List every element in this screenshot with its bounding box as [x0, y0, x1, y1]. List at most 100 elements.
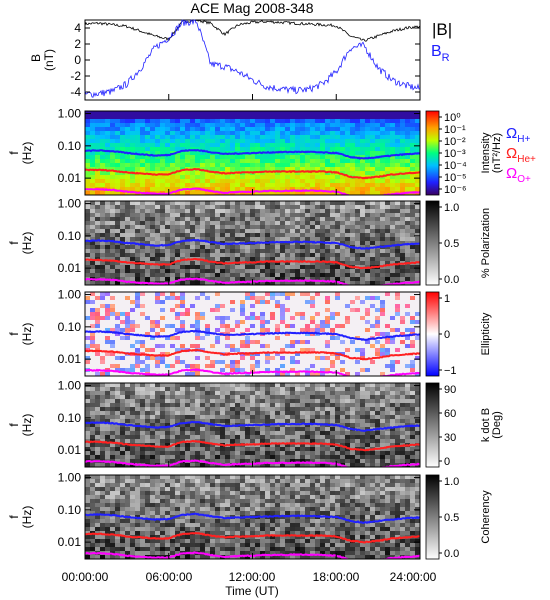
- spectrogram-cell: [170, 183, 175, 187]
- spectrogram-cell: [170, 435, 175, 439]
- spectrogram-cell: [185, 372, 190, 376]
- spectrogram-cell: [390, 163, 395, 167]
- spectrogram-cell: [280, 191, 285, 195]
- spectrogram-cell: [120, 451, 125, 455]
- spectrogram-cell: [295, 217, 300, 221]
- spectrogram-cell: [280, 312, 285, 316]
- spectrogram-cell: [160, 265, 165, 269]
- spectrogram-cell: [380, 439, 385, 443]
- spectrogram-cell: [170, 159, 175, 163]
- spectrogram-cell: [190, 447, 195, 451]
- spectrogram-cell: [240, 312, 245, 316]
- spectrogram-cell: [390, 459, 395, 463]
- spectrogram-cell: [235, 213, 240, 217]
- spectrogram-cell: [210, 143, 215, 147]
- spectrogram-cell: [215, 253, 220, 257]
- spectrogram-cell: [140, 292, 145, 296]
- spectrogram-cell: [250, 273, 255, 277]
- spectrogram-cell: [245, 447, 250, 451]
- spectrogram-cell: [190, 119, 195, 123]
- spectrogram-cell: [395, 399, 400, 403]
- spectrogram-cell: [195, 253, 200, 257]
- spectrogram-cell: [195, 205, 200, 209]
- spectrogram-cell: [280, 225, 285, 229]
- spectrogram-cell: [400, 187, 405, 191]
- spectrogram-cell: [220, 439, 225, 443]
- spectrogram-cell: [335, 273, 340, 277]
- spectrogram-cell: [320, 459, 325, 463]
- spectrogram-cell: [265, 253, 270, 257]
- spectrogram-cell: [270, 183, 275, 187]
- spectrogram-cell: [150, 187, 155, 191]
- spectrogram-cell: [110, 281, 115, 285]
- spectrogram-cell: [280, 269, 285, 273]
- spectrogram-cell: [335, 209, 340, 213]
- spectrogram-cell: [320, 237, 325, 241]
- spectrogram-cell: [290, 269, 295, 273]
- spectrogram-cell: [205, 328, 210, 332]
- spectrogram-cell: [155, 320, 160, 324]
- spectrogram-cell: [310, 443, 315, 447]
- spectrogram-cell: [330, 163, 335, 167]
- spectrogram-cell: [90, 123, 95, 127]
- spectrogram-cell: [155, 225, 160, 229]
- spectrogram-cell: [200, 391, 205, 395]
- spectrogram-cell: [105, 265, 110, 269]
- spectrogram-cell: [310, 399, 315, 403]
- spectrogram-cell: [405, 304, 410, 308]
- spectrogram-cell: [240, 304, 245, 308]
- spectrogram-cell: [145, 221, 150, 225]
- spectrogram-cell: [260, 447, 265, 451]
- spectrogram-cell: [155, 249, 160, 253]
- spectrogram-cell: [360, 459, 365, 463]
- spectrogram-cell: [355, 249, 360, 253]
- spectrogram-cell: [95, 344, 100, 348]
- spectrogram-cell: [225, 391, 230, 395]
- spectrogram-cell: [180, 237, 185, 241]
- spectrogram-cell: [215, 201, 220, 205]
- spectrogram-cell: [105, 233, 110, 237]
- spectrogram-cell: [275, 261, 280, 265]
- spectrogram-cell: [225, 209, 230, 213]
- spectrogram-cell: [215, 395, 220, 399]
- spectrogram-cell: [325, 233, 330, 237]
- spectrogram-cell: [380, 391, 385, 395]
- spectrogram-cell: [120, 253, 125, 257]
- spectrogram-cell: [385, 348, 390, 352]
- spectrogram-cell: [230, 217, 235, 221]
- spectrogram-cell: [250, 257, 255, 261]
- spectrogram-cell: [340, 407, 345, 411]
- spectrogram-cell: [250, 447, 255, 451]
- spectrogram-cell: [190, 139, 195, 143]
- spectrogram-cell: [305, 300, 310, 304]
- spectrogram-cell: [130, 135, 135, 139]
- spectrogram-cell: [335, 159, 340, 163]
- spectrogram-cell: [395, 277, 400, 281]
- spectrogram-cell: [395, 221, 400, 225]
- spectrogram-cell: [315, 111, 320, 115]
- spectrogram-cell: [120, 281, 125, 285]
- spectrogram-cell: [365, 281, 370, 285]
- spectrogram-cell: [360, 143, 365, 147]
- spectrogram-cell: [185, 245, 190, 249]
- spectrogram-cell: [270, 455, 275, 459]
- spectrogram-cell: [200, 451, 205, 455]
- spectrogram-cell: [345, 403, 350, 407]
- spectrogram-cell: [365, 155, 370, 159]
- spectrogram-cell: [335, 147, 340, 151]
- spectrogram-cell: [225, 139, 230, 143]
- spectrogram-cell: [265, 419, 270, 423]
- spectrogram-cell: [105, 225, 110, 229]
- spectrogram-cell: [260, 237, 265, 241]
- spectrogram-cell: [115, 269, 120, 273]
- spectrogram-cell: [345, 443, 350, 447]
- spectrogram-cell: [330, 217, 335, 221]
- spectrogram-cell: [325, 127, 330, 131]
- spectrogram-cell: [130, 391, 135, 395]
- spectrogram-cell: [400, 253, 405, 257]
- spectrogram-cell: [160, 407, 165, 411]
- spectrogram-cell: [270, 435, 275, 439]
- spectrogram-cell: [135, 451, 140, 455]
- spectrogram-cell: [345, 127, 350, 131]
- spectrogram-cell: [240, 273, 245, 277]
